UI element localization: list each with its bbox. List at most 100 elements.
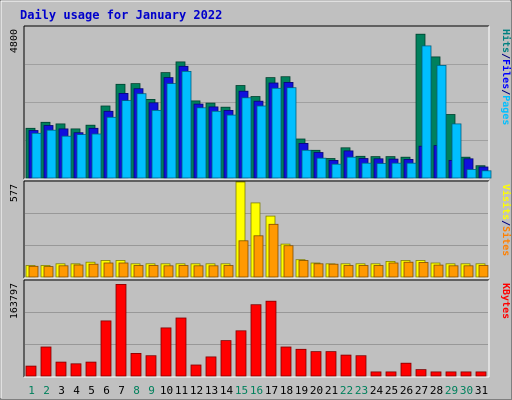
legend-visits-sites: Visits/Sites bbox=[500, 184, 512, 256]
series-pages bbox=[31, 45, 492, 179]
bar-pages-day-16 bbox=[256, 105, 267, 179]
bar-pages-day-30 bbox=[466, 169, 477, 179]
x-tick-label: 20 bbox=[310, 384, 323, 397]
bar-pages-day-1 bbox=[31, 132, 42, 179]
bar-kbytes-day-13 bbox=[205, 356, 217, 377]
x-tick-label: 4 bbox=[73, 384, 80, 397]
bar-sites-day-10 bbox=[163, 265, 174, 278]
bar-sites-day-16 bbox=[253, 235, 264, 278]
bar-sites-day-23 bbox=[358, 265, 369, 278]
bar-kbytes-day-24 bbox=[370, 371, 382, 377]
x-tick-label: 30 bbox=[460, 384, 473, 397]
x-tick-label: 26 bbox=[400, 384, 413, 397]
bar-sites-day-27 bbox=[418, 262, 429, 278]
bar-kbytes-day-21 bbox=[325, 351, 337, 377]
bar-sites-day-18 bbox=[283, 245, 294, 278]
bar-pages-day-15 bbox=[241, 97, 252, 179]
bar-pages-day-29 bbox=[451, 123, 462, 179]
series-sites bbox=[28, 223, 489, 278]
bar-pages-day-5 bbox=[91, 133, 102, 179]
bar-sites-day-31 bbox=[478, 265, 489, 278]
bar-pages-day-19 bbox=[301, 149, 312, 179]
bar-kbytes-day-1 bbox=[25, 365, 37, 377]
bar-kbytes-day-8 bbox=[130, 352, 142, 377]
x-tick-label: 16 bbox=[250, 384, 263, 397]
bar-kbytes-day-23 bbox=[355, 355, 367, 377]
bar-kbytes-day-7 bbox=[115, 283, 127, 377]
x-tick-label: 31 bbox=[475, 384, 488, 397]
bar-sites-day-26 bbox=[403, 261, 414, 278]
bar-kbytes-day-26 bbox=[400, 362, 412, 377]
legend-kbytes: KBytes bbox=[500, 283, 511, 319]
legend-item: KBytes bbox=[500, 283, 511, 319]
bar-pages-day-24 bbox=[376, 163, 387, 179]
bar-kbytes-day-18 bbox=[280, 346, 292, 377]
x-tick-label: 5 bbox=[88, 384, 95, 397]
x-tick-label: 11 bbox=[175, 384, 188, 397]
bar-kbytes-day-29 bbox=[445, 371, 457, 377]
legend-item: Hits bbox=[500, 29, 512, 53]
bar-sites-day-8 bbox=[133, 265, 144, 278]
bar-kbytes-day-3 bbox=[55, 361, 67, 377]
y-axis-max-label: 4800 bbox=[9, 29, 20, 53]
bar-sites-day-2 bbox=[43, 266, 54, 278]
legend-item: Pages bbox=[500, 95, 511, 125]
bar-pages-day-31 bbox=[481, 170, 492, 179]
bar-sites-day-5 bbox=[88, 263, 99, 278]
bar-sites-day-15 bbox=[238, 240, 249, 278]
bar-kbytes-day-2 bbox=[40, 346, 52, 377]
bar-kbytes-day-5 bbox=[85, 361, 97, 377]
x-tick-label: 12 bbox=[190, 384, 203, 397]
legend-item: Sites bbox=[500, 226, 512, 256]
bar-kbytes-day-30 bbox=[460, 371, 472, 377]
bar-pages-day-23 bbox=[361, 162, 372, 179]
bar-pages-day-11 bbox=[181, 71, 192, 179]
bar-sites-day-24 bbox=[373, 265, 384, 278]
bar-pages-day-9 bbox=[151, 110, 162, 179]
x-tick-label: 2 bbox=[43, 384, 50, 397]
bar-sites-day-29 bbox=[448, 265, 459, 278]
legend-item: / bbox=[500, 220, 511, 226]
x-axis-labels: 1 2 3 4 5 6 7 8 9 10 11 12 13 14 15 16 17 18 19 20 21 22 23 24 2… bbox=[28, 384, 488, 397]
bar-sites-day-21 bbox=[328, 263, 339, 278]
bar-pages-day-13 bbox=[211, 110, 222, 179]
bar-sites-day-17 bbox=[268, 223, 279, 278]
x-tick-label: 9 bbox=[148, 384, 155, 397]
x-tick-label: 22 bbox=[340, 384, 353, 397]
bar-kbytes-day-15 bbox=[235, 330, 247, 377]
bar-pages-day-25 bbox=[391, 162, 402, 179]
legend-item: / bbox=[500, 53, 511, 59]
bar-pages-day-12 bbox=[196, 107, 207, 179]
bar-sites-day-14 bbox=[223, 265, 234, 278]
bar-pages-day-10 bbox=[166, 83, 177, 179]
bar-pages-day-2 bbox=[46, 129, 57, 179]
bar-sites-day-13 bbox=[208, 265, 219, 278]
bar-pages-day-14 bbox=[226, 114, 237, 179]
legend-hits-files-pages: Hits/Files/Pages bbox=[500, 29, 512, 125]
series-kbytes bbox=[25, 283, 487, 377]
x-tick-label: 19 bbox=[295, 384, 308, 397]
bar-kbytes-day-11 bbox=[175, 317, 187, 377]
x-tick-label: 23 bbox=[355, 384, 368, 397]
bar-pages-day-8 bbox=[136, 93, 147, 179]
panel-visits-sites: 577 Visits/Sites bbox=[9, 180, 512, 279]
x-tick-label: 29 bbox=[445, 384, 458, 397]
legend-item: Visits bbox=[500, 184, 512, 220]
legend-item: / bbox=[500, 89, 511, 95]
bar-pages-day-28 bbox=[436, 65, 447, 179]
bar-sites-day-6 bbox=[103, 262, 114, 278]
bar-sites-day-25 bbox=[388, 262, 399, 278]
chart-title: Daily usage for January 2022 bbox=[20, 8, 223, 22]
bar-kbytes-day-4 bbox=[70, 363, 82, 377]
bar-sites-day-9 bbox=[148, 265, 159, 278]
bar-kbytes-day-27 bbox=[415, 369, 427, 377]
bar-kbytes-day-17 bbox=[265, 300, 277, 377]
bar-pages-day-21 bbox=[331, 163, 342, 179]
bar-sites-day-3 bbox=[58, 265, 69, 278]
y-axis-max-label: 577 bbox=[9, 184, 20, 202]
bar-kbytes-day-19 bbox=[295, 348, 307, 377]
x-tick-label: 7 bbox=[118, 384, 125, 397]
panel-kbytes: 163797 KBytes bbox=[9, 279, 511, 378]
bar-sites-day-7 bbox=[118, 262, 129, 278]
x-tick-label: 3 bbox=[58, 384, 65, 397]
